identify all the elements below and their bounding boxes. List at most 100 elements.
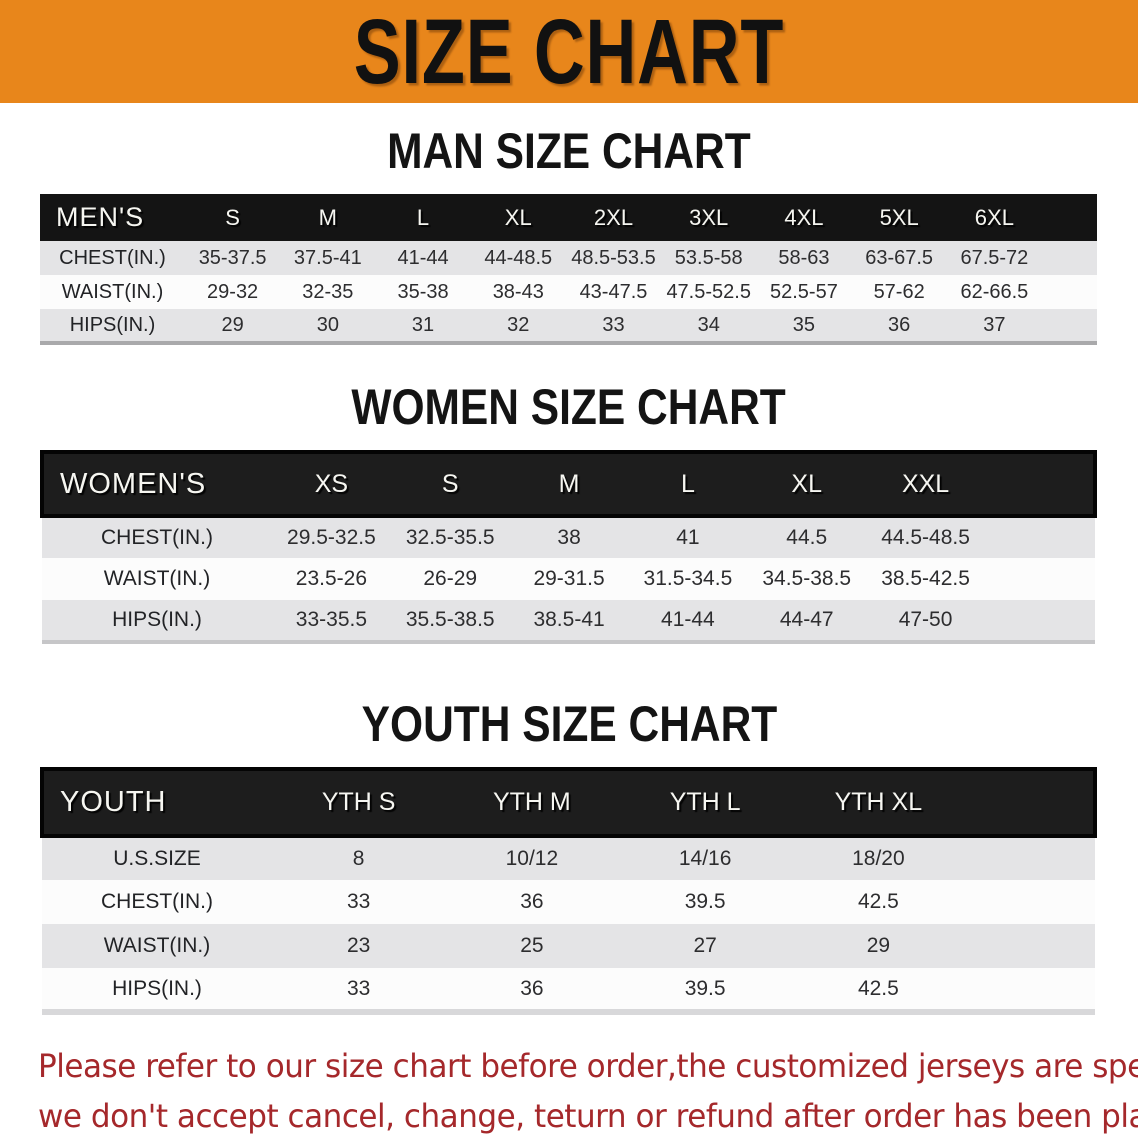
size-column-header: S: [185, 194, 281, 241]
size-column-header: YTH S: [272, 767, 446, 838]
size-value-cell: 37: [946, 309, 1042, 343]
row-filler: [1042, 275, 1097, 309]
women-section-heading: WOMEN SIZE CHART: [0, 379, 1138, 435]
measurement-label: CHEST(IN.): [42, 880, 272, 924]
size-column-header: 6XL: [946, 194, 1042, 241]
size-value-cell: 41-44: [375, 241, 471, 275]
sections: MAN SIZE CHART MEN'S S M L XL 2XL 3XL 4XL 5XL 6XL C…: [0, 123, 1138, 1015]
header-filler: [965, 767, 1097, 838]
size-column-header: XXL: [866, 450, 985, 518]
size-value-cell: 32: [470, 309, 566, 343]
size-value-cell: 32.5-35.5: [390, 516, 510, 558]
size-value-cell: 39.5: [618, 880, 792, 924]
size-value-cell: 38.5-42.5: [866, 558, 985, 600]
size-value-cell: 36: [445, 880, 619, 924]
size-value-cell: 52.5-57: [756, 275, 852, 309]
size-value-cell: 44.5-48.5: [866, 516, 985, 558]
table-row: WAIST(IN.) 23.5-26 26-29 29-31.5 31.5-34.5 34…: [42, 558, 1095, 600]
size-value-cell: 44-47: [747, 600, 867, 642]
size-value-cell: 63-67.5: [851, 241, 947, 275]
section-heading-text: WOMEN SIZE CHART: [351, 379, 787, 435]
size-column-header: 2XL: [565, 194, 662, 241]
size-value-cell: 23: [272, 924, 446, 968]
table-row: CHEST(IN.) 29.5-32.5 32.5-35.5 38 41 44.5 44.5…: [42, 516, 1095, 558]
men-size-table: MEN'S S M L XL 2XL 3XL 4XL 5XL 6XL CHEST(IN.) 35-37…: [40, 194, 1097, 345]
size-value-cell: 35.5-38.5: [390, 600, 510, 642]
size-value-cell: 58-63: [756, 241, 852, 275]
row-filler: [965, 968, 1095, 1012]
size-value-cell: 36: [851, 309, 947, 343]
group-label: WOMEN'S: [40, 450, 272, 518]
youth-size-table: YOUTH YTH S YTH M YTH L YTH XL U.S.SIZE 8 10/12…: [40, 767, 1097, 1015]
women-size-table: WOMEN'S XS S M L XL XXL CHEST(IN.) 29.5-32.5 32.5…: [40, 450, 1097, 644]
size-column-header: YTH M: [445, 767, 619, 838]
section-heading-text: YOUTH SIZE CHART: [361, 696, 777, 752]
size-value-cell: 47.5-52.5: [661, 275, 757, 309]
size-value-cell: 33: [272, 880, 446, 924]
row-filler: [965, 836, 1095, 880]
disclaimer-line-2: we don't accept cancel, change, teturn o…: [38, 1097, 1138, 1135]
youth-size-section: YOUTH SIZE CHART YOUTH YTH S YTH M YTH L YTH …: [0, 696, 1138, 1015]
section-heading-text: MAN SIZE CHART: [387, 123, 751, 179]
table-body: CHEST(IN.) 35-37.5 37.5-41 41-44 44-48.5 48.5…: [40, 241, 1097, 343]
header-row: YOUTH YTH S YTH M YTH L YTH XL: [40, 767, 1097, 838]
size-column-header: L: [628, 450, 748, 518]
size-value-cell: 29.5-32.5: [272, 516, 391, 558]
row-filler: [1042, 241, 1097, 275]
size-value-cell: 48.5-53.5: [565, 241, 662, 275]
size-value-cell: 8: [272, 836, 446, 880]
table-row: HIPS(IN.) 29 30 31 32 33 34 35 36 37: [40, 309, 1097, 343]
row-filler: [985, 516, 1095, 558]
measurement-label: HIPS(IN.): [42, 968, 272, 1012]
size-value-cell: 29: [185, 309, 281, 343]
size-value-cell: 31.5-34.5: [628, 558, 748, 600]
size-value-cell: 33: [272, 968, 446, 1012]
size-value-cell: 42.5: [791, 968, 965, 1012]
size-value-cell: 29: [791, 924, 965, 968]
size-value-cell: 44-48.5: [470, 241, 566, 275]
table-body: U.S.SIZE 8 10/12 14/16 18/20 CHEST(IN.) 33 36 39…: [42, 836, 1095, 1012]
size-value-cell: 42.5: [791, 880, 965, 924]
table-row: HIPS(IN.) 33-35.5 35.5-38.5 38.5-41 41-44 44-…: [42, 600, 1095, 642]
size-column-header: YTH XL: [791, 767, 965, 838]
size-value-cell: 47-50: [866, 600, 985, 642]
table-header: YOUTH YTH S YTH M YTH L YTH XL: [40, 767, 1097, 838]
measurement-label: CHEST(IN.): [40, 241, 185, 275]
size-value-cell: 62-66.5: [946, 275, 1042, 309]
size-value-cell: 27: [618, 924, 792, 968]
table-header: WOMEN'S XS S M L XL XXL: [40, 450, 1097, 518]
size-value-cell: 30: [280, 309, 376, 343]
size-value-cell: 33: [565, 309, 662, 343]
measurement-label: U.S.SIZE: [42, 836, 272, 880]
size-value-cell: 44.5: [747, 516, 867, 558]
size-column-header: S: [390, 450, 510, 518]
measurement-label: HIPS(IN.): [42, 600, 272, 642]
size-value-cell: 41-44: [628, 600, 748, 642]
size-value-cell: 18/20: [791, 836, 965, 880]
size-column-header: M: [509, 450, 629, 518]
size-column-header: XL: [747, 450, 867, 518]
size-value-cell: 26-29: [390, 558, 510, 600]
size-column-header: 3XL: [661, 194, 757, 241]
size-value-cell: 29-31.5: [509, 558, 629, 600]
size-value-cell: 53.5-58: [661, 241, 757, 275]
size-value-cell: 41: [628, 516, 748, 558]
size-value-cell: 23.5-26: [272, 558, 391, 600]
size-value-cell: 39.5: [618, 968, 792, 1012]
size-column-header: XL: [470, 194, 566, 241]
size-value-cell: 34: [661, 309, 757, 343]
size-value-cell: 10/12: [445, 836, 619, 880]
size-value-cell: 35: [756, 309, 852, 343]
measurement-label: WAIST(IN.): [42, 558, 272, 600]
size-column-header: 4XL: [756, 194, 852, 241]
size-column-header: YTH L: [618, 767, 792, 838]
row-filler: [965, 880, 1095, 924]
size-value-cell: 33-35.5: [272, 600, 391, 642]
size-value-cell: 34.5-38.5: [747, 558, 867, 600]
men-size-section: MAN SIZE CHART MEN'S S M L XL 2XL 3XL 4XL 5XL 6XL C…: [0, 123, 1138, 345]
table-body: CHEST(IN.) 29.5-32.5 32.5-35.5 38 41 44.5 44.5…: [42, 516, 1095, 642]
size-value-cell: 29-32: [185, 275, 281, 309]
size-value-cell: 38.5-41: [509, 600, 629, 642]
group-label: YOUTH: [40, 767, 272, 838]
